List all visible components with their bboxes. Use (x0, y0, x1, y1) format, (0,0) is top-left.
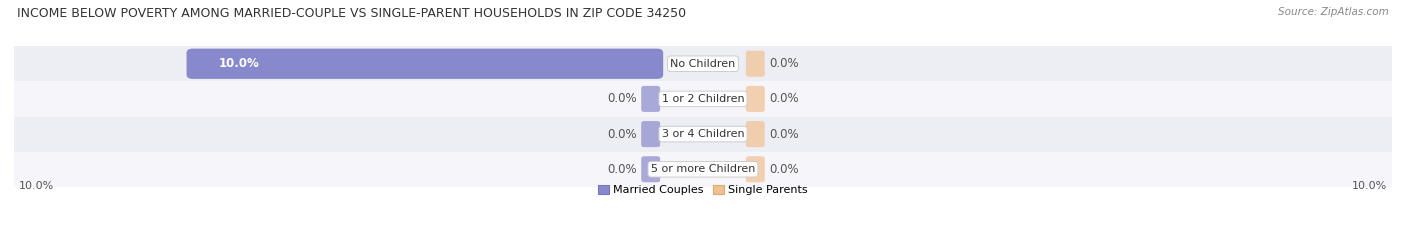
Text: 0.0%: 0.0% (607, 128, 637, 140)
FancyBboxPatch shape (641, 156, 661, 182)
FancyBboxPatch shape (745, 86, 765, 112)
FancyBboxPatch shape (187, 49, 664, 79)
FancyBboxPatch shape (745, 121, 765, 147)
Text: 5 or more Children: 5 or more Children (651, 164, 755, 174)
Text: 10.0%: 10.0% (1351, 181, 1386, 191)
FancyBboxPatch shape (745, 51, 765, 77)
Text: 0.0%: 0.0% (769, 93, 799, 105)
FancyBboxPatch shape (641, 121, 661, 147)
Bar (14, 46, 1392, 81)
Text: 0.0%: 0.0% (769, 128, 799, 140)
Text: 0.0%: 0.0% (769, 57, 799, 70)
Text: 0.0%: 0.0% (607, 163, 637, 176)
Text: 10.0%: 10.0% (218, 57, 259, 70)
Text: No Children: No Children (671, 59, 735, 69)
Text: 1 or 2 Children: 1 or 2 Children (662, 94, 744, 104)
FancyBboxPatch shape (745, 156, 765, 182)
FancyBboxPatch shape (641, 86, 661, 112)
Text: Source: ZipAtlas.com: Source: ZipAtlas.com (1278, 7, 1389, 17)
Text: INCOME BELOW POVERTY AMONG MARRIED-COUPLE VS SINGLE-PARENT HOUSEHOLDS IN ZIP COD: INCOME BELOW POVERTY AMONG MARRIED-COUPL… (17, 7, 686, 20)
Text: 0.0%: 0.0% (769, 163, 799, 176)
Text: 3 or 4 Children: 3 or 4 Children (662, 129, 744, 139)
Bar (14, 152, 1392, 187)
Bar (14, 116, 1392, 152)
Bar (14, 81, 1392, 116)
Text: 10.0%: 10.0% (20, 181, 55, 191)
Text: 0.0%: 0.0% (607, 93, 637, 105)
Legend: Married Couples, Single Parents: Married Couples, Single Parents (596, 183, 810, 197)
